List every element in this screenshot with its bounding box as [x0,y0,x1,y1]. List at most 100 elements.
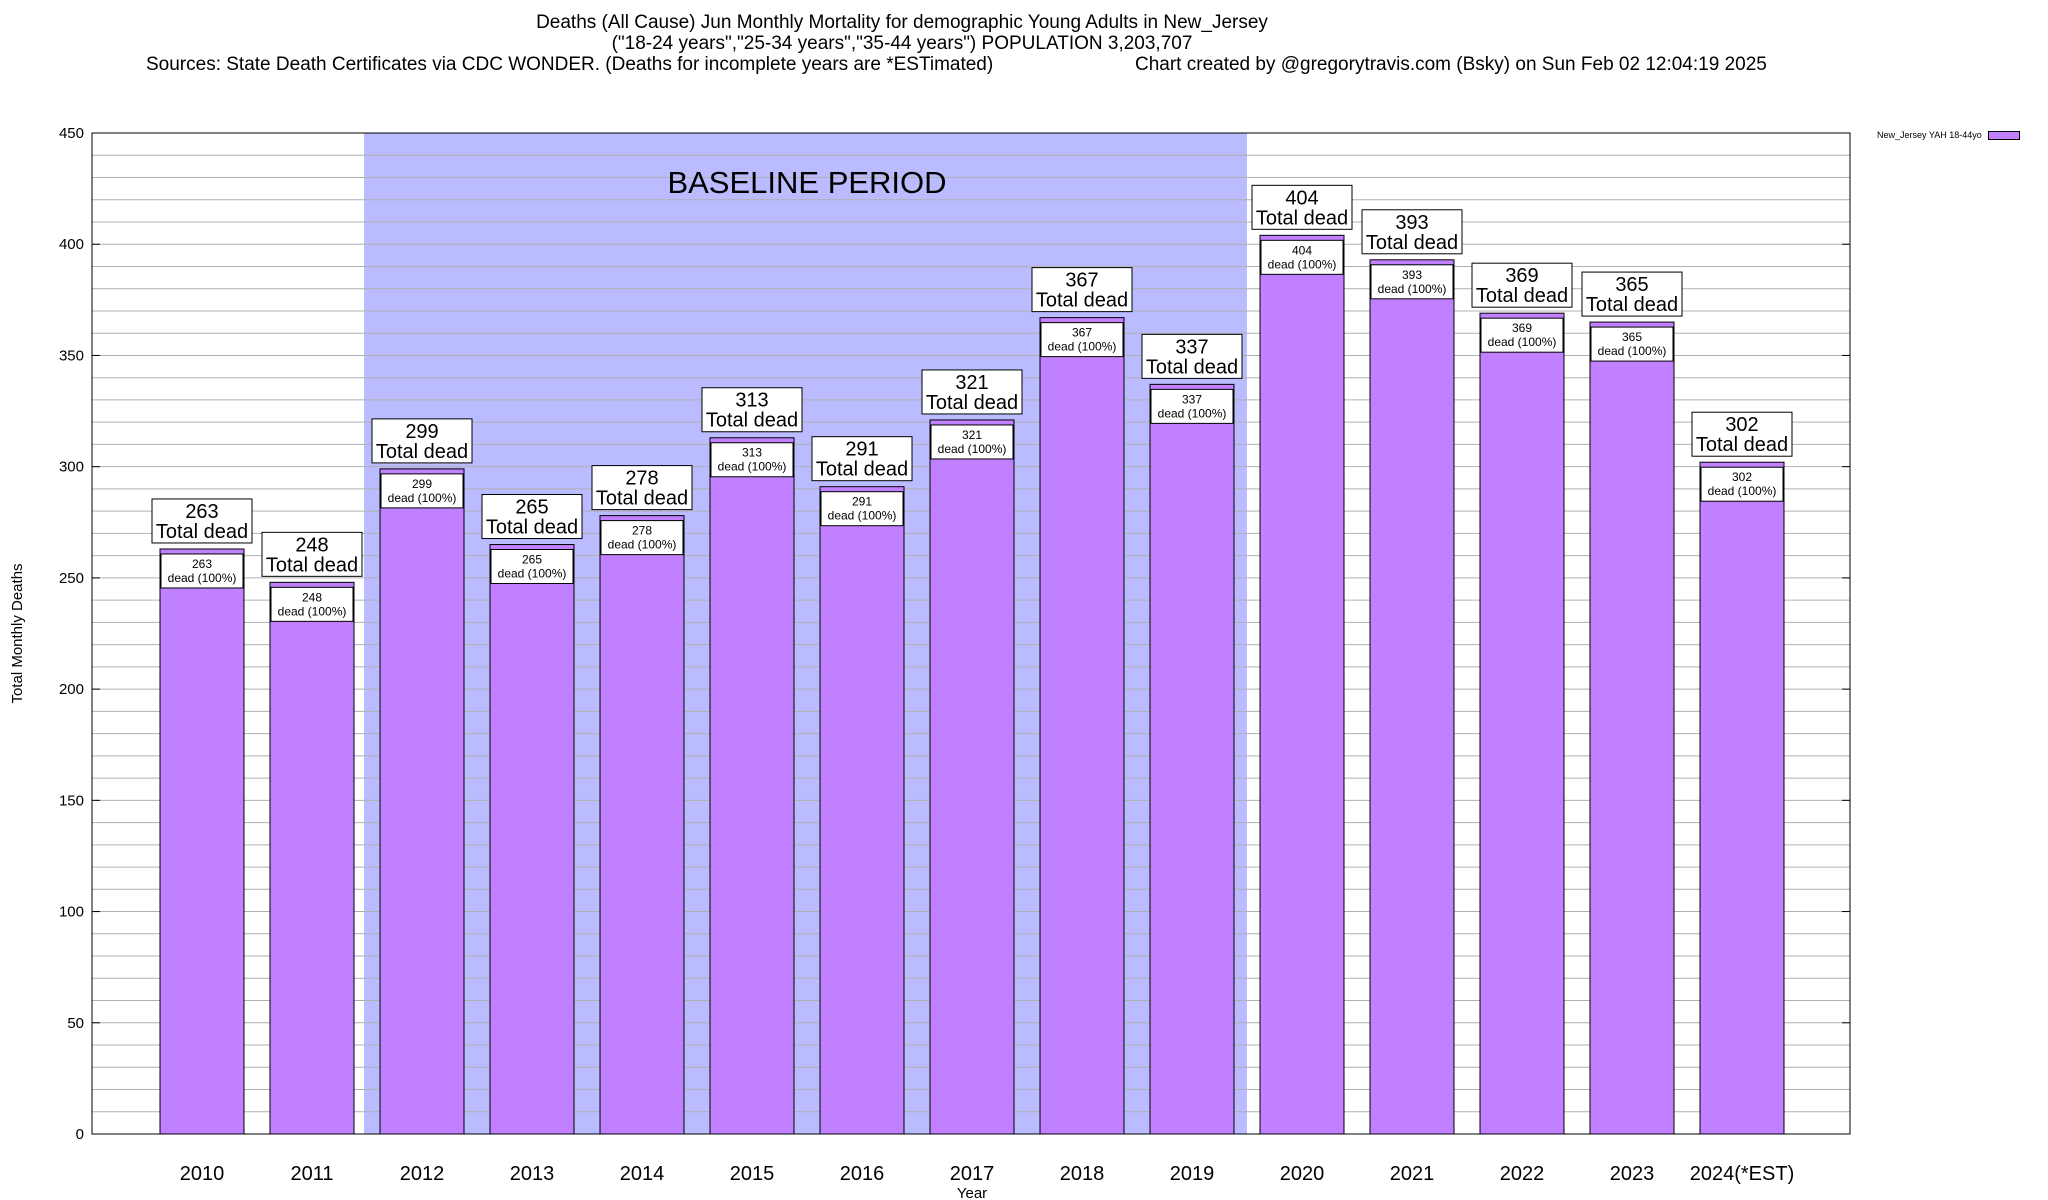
bar-top-value: 367 [1065,270,1098,292]
bar-top-total-label: Total dead [1696,434,1788,456]
bar-inner-label-box [160,553,244,589]
x-tick-label: 2011 [290,1163,333,1185]
chart-sources: Sources: State Death Certificates via CD… [146,54,994,75]
chart-title: Deaths (All Cause) Jun Monthly Mortality… [0,12,1804,54]
x-tick-label: 2013 [510,1163,555,1185]
bar [929,419,1015,1135]
bar-inner-value: 248 [302,590,322,604]
y-tick-label: 400 [59,236,84,253]
y-tick-label: 350 [59,347,84,364]
bar-top-value: 337 [1175,336,1208,358]
bar-inner-value: 393 [1402,268,1422,282]
bar-inner-value: 369 [1512,321,1532,335]
bar-inner-value: 313 [742,446,762,460]
x-tick-label: 2020 [1280,1163,1325,1185]
bar-top-total-label: Total dead [1146,356,1238,378]
y-tick-label: 150 [59,792,84,809]
bar-inner-value: 263 [192,557,212,571]
bar-top-label-box [1691,411,1793,457]
bar-top-label-box [371,418,473,464]
bar-top-total-label: Total dead [266,554,358,576]
bar-inner-value: 367 [1072,326,1092,340]
bar-inner-percent: dead (100%) [1158,406,1227,420]
bar [1259,234,1345,1135]
bar [819,486,905,1135]
x-tick-label: 2016 [840,1163,885,1185]
x-tick-label: 2017 [950,1163,995,1185]
bar-inner-value: 299 [412,477,432,491]
bar-inner-label-box [1260,239,1344,275]
bar-inner-percent: dead (100%) [1598,344,1667,358]
bar-top-label-box [151,498,253,544]
bar-inner-label-box [600,520,684,556]
chart-legend: New_Jersey YAH 18-44yo [1877,130,2020,140]
y-tick-label: 100 [59,904,84,921]
bar-top-value: 248 [295,534,328,556]
bar-top-value: 321 [955,372,988,394]
bar-top-value: 299 [405,421,438,443]
bar-top-total-label: Total dead [1366,232,1458,254]
bar-top-label-box [921,369,1023,415]
bar-inner-value: 337 [1182,392,1202,406]
x-tick-label: 2021 [1390,1163,1435,1185]
bar [1699,461,1785,1135]
bar-inner-label-box [1700,466,1784,502]
bar-inner-label-box [1370,264,1454,300]
bar-top-label-box [261,531,363,577]
bar [1149,383,1235,1135]
bar [379,468,465,1135]
bar-inner-label-box [380,473,464,509]
chart-title-line1: Deaths (All Cause) Jun Monthly Mortality… [536,12,1268,33]
x-tick-label: 2012 [400,1163,445,1185]
bar-top-label-box [1581,271,1683,317]
bar-inner-label-box [1040,322,1124,358]
bar-top-total-label: Total dead [1586,294,1678,316]
bar-top-value: 393 [1395,212,1428,234]
plot-frame [91,132,1851,1135]
bar-inner-percent: dead (100%) [1268,257,1337,271]
x-axis-title: Year [957,1185,987,1200]
bar-top-value: 302 [1725,414,1758,436]
bar-top-value: 263 [185,501,218,523]
bar-top-label-box [1471,262,1573,308]
y-tick-label: 200 [59,681,84,698]
bar [269,581,355,1135]
bar [1589,321,1675,1135]
bar [1369,259,1455,1135]
x-tick-label: 2023 [1610,1163,1655,1185]
y-tick-label: 50 [67,1015,84,1032]
bar-top-value: 369 [1505,265,1538,287]
bar-top-label-box [1361,209,1463,255]
bar-inner-value: 404 [1292,243,1312,257]
bar-inner-percent: dead (100%) [938,442,1007,456]
legend-label: New_Jersey YAH 18-44yo [1877,130,1982,140]
bar-inner-percent: dead (100%) [1708,484,1777,498]
bar-inner-label-box [1150,388,1234,424]
bar-inner-label-box [930,424,1014,460]
bar-top-total-label: Total dead [1476,285,1568,307]
bar-top-total-label: Total dead [486,517,578,539]
bar-inner-label-box [710,442,794,478]
bar-top-label-box [1141,333,1243,379]
bar-top-label-box [701,387,803,433]
bar-top-total-label: Total dead [596,488,688,510]
bar-top-value: 404 [1285,187,1318,209]
bar-inner-label-box [1590,326,1674,362]
bar-top-total-label: Total dead [1256,207,1348,229]
bar [599,515,685,1135]
y-tick-label: 450 [59,125,84,142]
x-tick-label: 2018 [1060,1163,1105,1185]
bar-inner-value: 302 [1732,470,1752,484]
bar-inner-percent: dead (100%) [608,538,677,552]
bar [489,544,575,1135]
y-tick-label: 0 [76,1126,84,1143]
y-tick-label: 250 [59,570,84,587]
bar-top-total-label: Total dead [816,459,908,481]
bar [1039,317,1125,1135]
bar-inner-percent: dead (100%) [278,604,347,618]
x-tick-label: 2015 [730,1163,775,1185]
x-tick-label: 2022 [1500,1163,1545,1185]
bar-inner-percent: dead (100%) [1488,335,1557,349]
bar-top-value: 291 [845,439,878,461]
